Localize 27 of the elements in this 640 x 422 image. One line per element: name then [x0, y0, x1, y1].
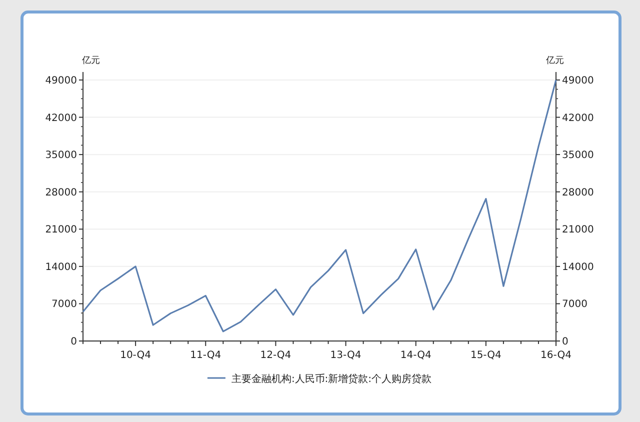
y-tick-label: 7000 [52, 299, 77, 310]
y-tick-label: 28000 [45, 187, 77, 198]
y-axis-title: 亿元 [81, 55, 100, 66]
y2-tick-label: 21000 [562, 224, 594, 236]
x-tick-label: 15-Q4 [470, 350, 502, 361]
y2-tick-label: 7000 [562, 299, 588, 310]
y-tick-label: 0 [70, 336, 77, 348]
y2-tick-label: 42000 [562, 112, 594, 124]
x-tick-label: 10-Q4 [120, 350, 152, 361]
x-tick-label: 13-Q4 [330, 350, 362, 361]
legend-label: 主要金融机构:人民币:新增贷款:个人购房贷款 [231, 373, 432, 385]
y2-tick-label: 0 [562, 336, 568, 348]
x-tick-label: 11-Q4 [190, 350, 222, 361]
x-tick-label: 16-Q4 [540, 350, 572, 361]
y2-axis-title: 亿元 [545, 55, 564, 66]
y-tick-label: 21000 [45, 224, 77, 236]
line-series [82, 79, 557, 332]
y2-tick-label: 28000 [562, 187, 594, 198]
y2-tick-label: 35000 [562, 150, 594, 162]
y2-tick-label: 49000 [562, 75, 594, 86]
y-tick-label: 42000 [45, 112, 77, 124]
y-tick-label: 14000 [45, 262, 77, 273]
x-tick-label: 12-Q4 [260, 350, 292, 361]
y-tick-label: 35000 [45, 150, 77, 162]
x-tick-label: 14-Q4 [400, 350, 432, 361]
y2-tick-label: 14000 [562, 262, 594, 273]
y-tick-label: 49000 [45, 75, 77, 86]
